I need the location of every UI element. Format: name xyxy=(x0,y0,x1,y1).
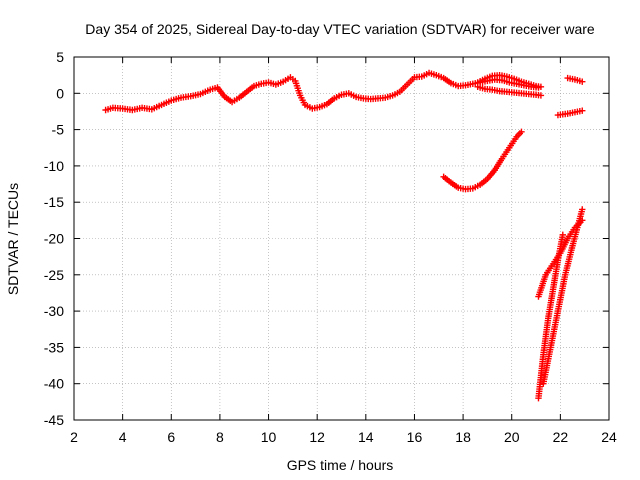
series-late-segment-high xyxy=(564,74,586,85)
y-tick-label: -40 xyxy=(44,376,64,392)
x-tick-label: 12 xyxy=(309,429,325,445)
y-tick-label: -10 xyxy=(44,158,64,174)
data-point xyxy=(579,78,586,85)
data-point xyxy=(537,92,545,99)
data-points xyxy=(102,69,586,402)
x-tick-label: 16 xyxy=(407,429,423,445)
series-main-band xyxy=(102,69,542,114)
y-tick-label: 0 xyxy=(56,85,64,101)
series-lower-branch xyxy=(474,83,545,99)
data-point xyxy=(579,217,586,224)
y-tick-label: -45 xyxy=(44,412,64,428)
y-tick-label: -35 xyxy=(44,339,64,355)
grid-lines xyxy=(74,57,609,420)
y-tick-label: -15 xyxy=(44,194,64,210)
series-steep-upper xyxy=(535,217,586,300)
chart-title: Day 354 of 2025, Sidereal Day-to-day VTE… xyxy=(85,21,595,37)
y-axis-label: SDTVAR / TECUs xyxy=(5,183,21,295)
plot-frame xyxy=(73,56,610,421)
x-tick-label: 8 xyxy=(216,429,224,445)
x-tick-label: 22 xyxy=(553,429,569,445)
series-late-segment-low xyxy=(554,107,586,119)
y-tick-label: -30 xyxy=(44,303,64,319)
x-tick-label: 20 xyxy=(504,429,520,445)
data-point xyxy=(559,231,566,239)
series-upper-branch xyxy=(474,71,545,90)
data-point xyxy=(537,83,545,90)
axis-ticks: 2 4 6 8 10 12 14 16 18 20 22 2450-5-10-15-20-25-30-… xyxy=(44,49,617,445)
x-axis-label: GPS time / hours xyxy=(287,457,394,473)
series-rising-segment xyxy=(440,128,525,193)
y-tick-label: -20 xyxy=(44,231,64,247)
y-tick-label: 5 xyxy=(56,49,64,65)
x-tick-label: 6 xyxy=(167,429,175,445)
data-point xyxy=(579,107,586,114)
x-tick-label: 10 xyxy=(261,429,277,445)
x-tick-label: 2 xyxy=(70,429,78,445)
x-tick-label: 24 xyxy=(601,429,617,445)
y-tick-label: -5 xyxy=(52,122,65,138)
y-tick-label: -25 xyxy=(44,267,64,283)
x-tick-label: 14 xyxy=(358,429,374,445)
data-point xyxy=(518,128,525,135)
data-point xyxy=(579,206,586,213)
series-steep-lower xyxy=(535,231,566,402)
x-tick-label: 18 xyxy=(455,429,471,445)
x-tick-label: 4 xyxy=(119,429,127,445)
